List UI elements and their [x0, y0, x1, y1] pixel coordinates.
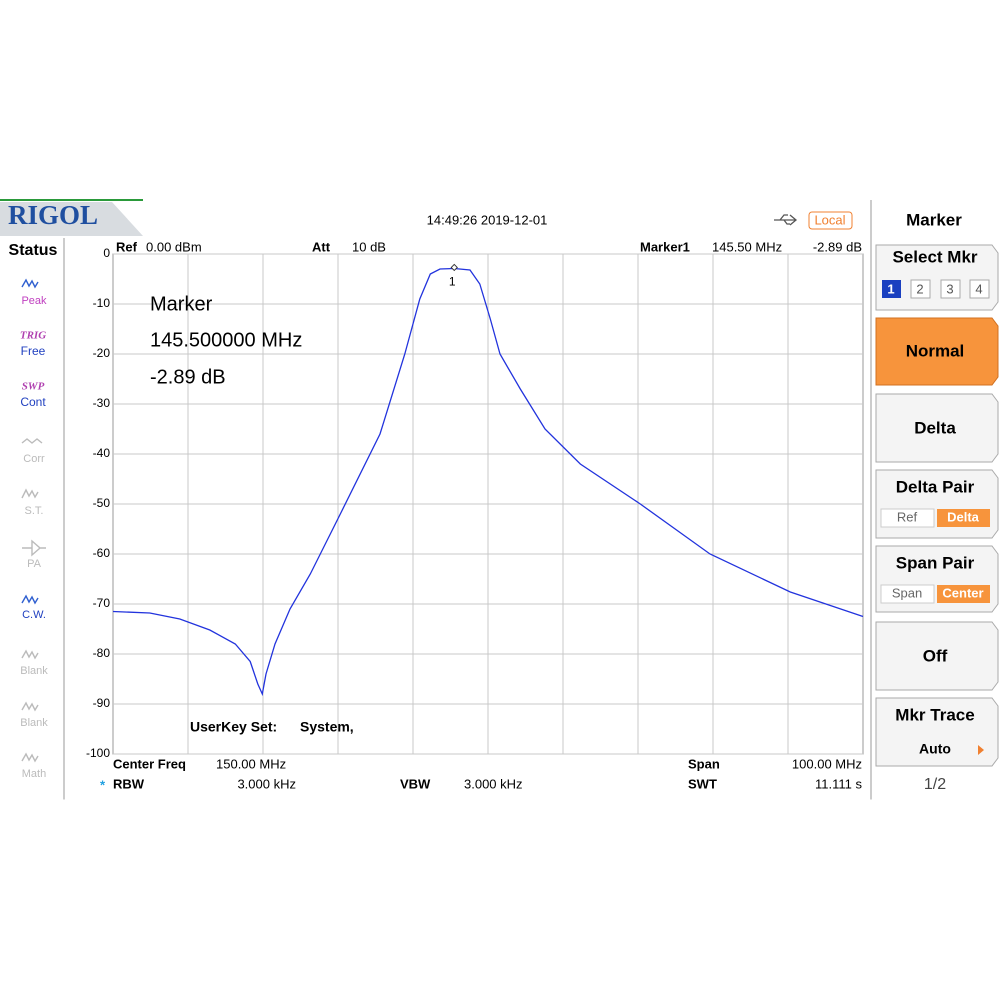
pair-option: Ref	[897, 509, 918, 524]
status-title: Status	[9, 242, 58, 259]
y-tick-label: -90	[93, 696, 111, 710]
mkr-option-box[interactable]	[910, 279, 931, 299]
status-item: Peak	[21, 295, 47, 307]
status-item: C.W.	[22, 609, 46, 621]
datetime: 14:49:26 2019-12-01	[427, 212, 548, 227]
marker-readout: -2.89 dB	[150, 366, 226, 388]
pair-option: Delta	[947, 509, 980, 524]
mkr-option-box[interactable]	[940, 279, 961, 299]
userkey-label: UserKey Set:	[190, 719, 277, 735]
pair-option: Span	[892, 585, 922, 600]
trace-line	[112, 267, 864, 697]
span-value: 100.00 MHz	[792, 756, 862, 771]
status-item: Cont	[20, 395, 46, 409]
marker-amp: -2.89 dB	[813, 239, 862, 254]
vbw-value: 3.000 kHz	[464, 776, 523, 791]
delta-label: Delta	[914, 418, 956, 437]
span-pair-label: Span Pair	[896, 553, 975, 572]
local-label: Local	[814, 212, 845, 227]
center-label: Center Freq	[113, 756, 186, 771]
ref-label: Ref	[116, 239, 138, 254]
span-label: Span	[688, 756, 720, 771]
mkr-trace-button[interactable]	[875, 697, 999, 767]
marker-readout: 145.500000 MHz	[150, 329, 302, 351]
cw-icon	[21, 594, 39, 605]
y-tick-label: -40	[93, 446, 111, 460]
normal-label: Normal	[906, 341, 965, 360]
vbw-label: VBW	[400, 776, 431, 791]
status-item: Corr	[23, 453, 45, 465]
menu-title: Marker	[906, 210, 962, 229]
status-item: TRIG	[20, 330, 46, 342]
peak-icon	[21, 278, 39, 289]
select-mkr-label: Select Mkr	[892, 247, 977, 266]
marker-freq: 145.50 MHz	[712, 239, 782, 254]
y-tick-label: -50	[93, 496, 111, 510]
center-value: 150.00 MHz	[216, 756, 286, 771]
status-item: Blank	[20, 665, 48, 677]
plot-layer: 1	[112, 253, 864, 755]
mkr-option: 1	[887, 281, 894, 296]
mkr-trace-label: Mkr Trace	[895, 705, 974, 724]
pair-option-selected[interactable]	[937, 585, 990, 603]
swt-value: 11.111 s	[815, 776, 862, 791]
delta-pair-label: Delta Pair	[896, 477, 975, 496]
status-item: Math	[22, 768, 46, 780]
marker-number: 1	[449, 275, 456, 289]
mkr-option-selected[interactable]	[882, 280, 901, 298]
att-label: Att	[312, 239, 331, 254]
blank-icon	[21, 649, 39, 660]
mkr-trace-value: Auto	[919, 741, 951, 757]
status-item: Free	[21, 344, 46, 358]
page-indicator: 1/2	[924, 776, 946, 793]
status-item: SWP	[22, 381, 45, 393]
local-box	[808, 211, 853, 230]
y-tick-label: 0	[103, 246, 110, 260]
normal-button[interactable]	[875, 317, 999, 386]
y-tick-label: -80	[93, 646, 111, 660]
off-label: Off	[923, 646, 948, 665]
y-tick-label: -30	[93, 396, 111, 410]
submenu-arrow	[978, 745, 984, 755]
att-value: 10 dB	[352, 239, 386, 254]
mkr-option: 3	[946, 281, 953, 296]
y-tick-label: -70	[93, 596, 111, 610]
pair-option-selected[interactable]	[937, 509, 990, 527]
corr-icon	[21, 438, 43, 444]
marker-point	[450, 263, 458, 272]
rbw-label: RBW	[113, 776, 145, 791]
rbw-value: 3.000 kHz	[237, 776, 296, 791]
y-tick-label: -60	[93, 546, 111, 560]
mkr-option: 2	[916, 281, 923, 296]
off-button[interactable]	[875, 621, 999, 691]
y-tick-label: -100	[86, 746, 110, 760]
status-item: Blank	[20, 717, 48, 729]
delta-button[interactable]	[875, 393, 999, 463]
status-item: PA	[27, 558, 42, 570]
y-tick-label: -20	[93, 346, 111, 360]
ref-value: 0.00 dBm	[146, 239, 202, 254]
marker-readout: Marker	[150, 293, 213, 315]
pair-option-box[interactable]	[880, 508, 935, 528]
select-mkr-button[interactable]	[875, 244, 999, 311]
y-tick-label: -10	[93, 296, 111, 310]
logo-backdrop	[0, 202, 143, 236]
userkey-value: System,	[300, 719, 354, 735]
pair-option-box[interactable]	[880, 584, 935, 604]
st-icon	[21, 488, 39, 499]
math-icon	[21, 752, 39, 763]
status-item: S.T.	[25, 505, 44, 517]
rbw-star: *	[100, 777, 106, 792]
brand: RIGOL	[8, 200, 98, 230]
pair-option: Center	[942, 585, 983, 600]
mkr-option: 4	[975, 281, 982, 296]
swt-label: SWT	[688, 776, 717, 791]
mkr-option-box[interactable]	[969, 279, 990, 299]
blank-icon	[21, 701, 39, 712]
usb-icon	[774, 214, 798, 226]
marker-label: Marker1	[640, 239, 690, 254]
pa-icon	[22, 539, 46, 557]
